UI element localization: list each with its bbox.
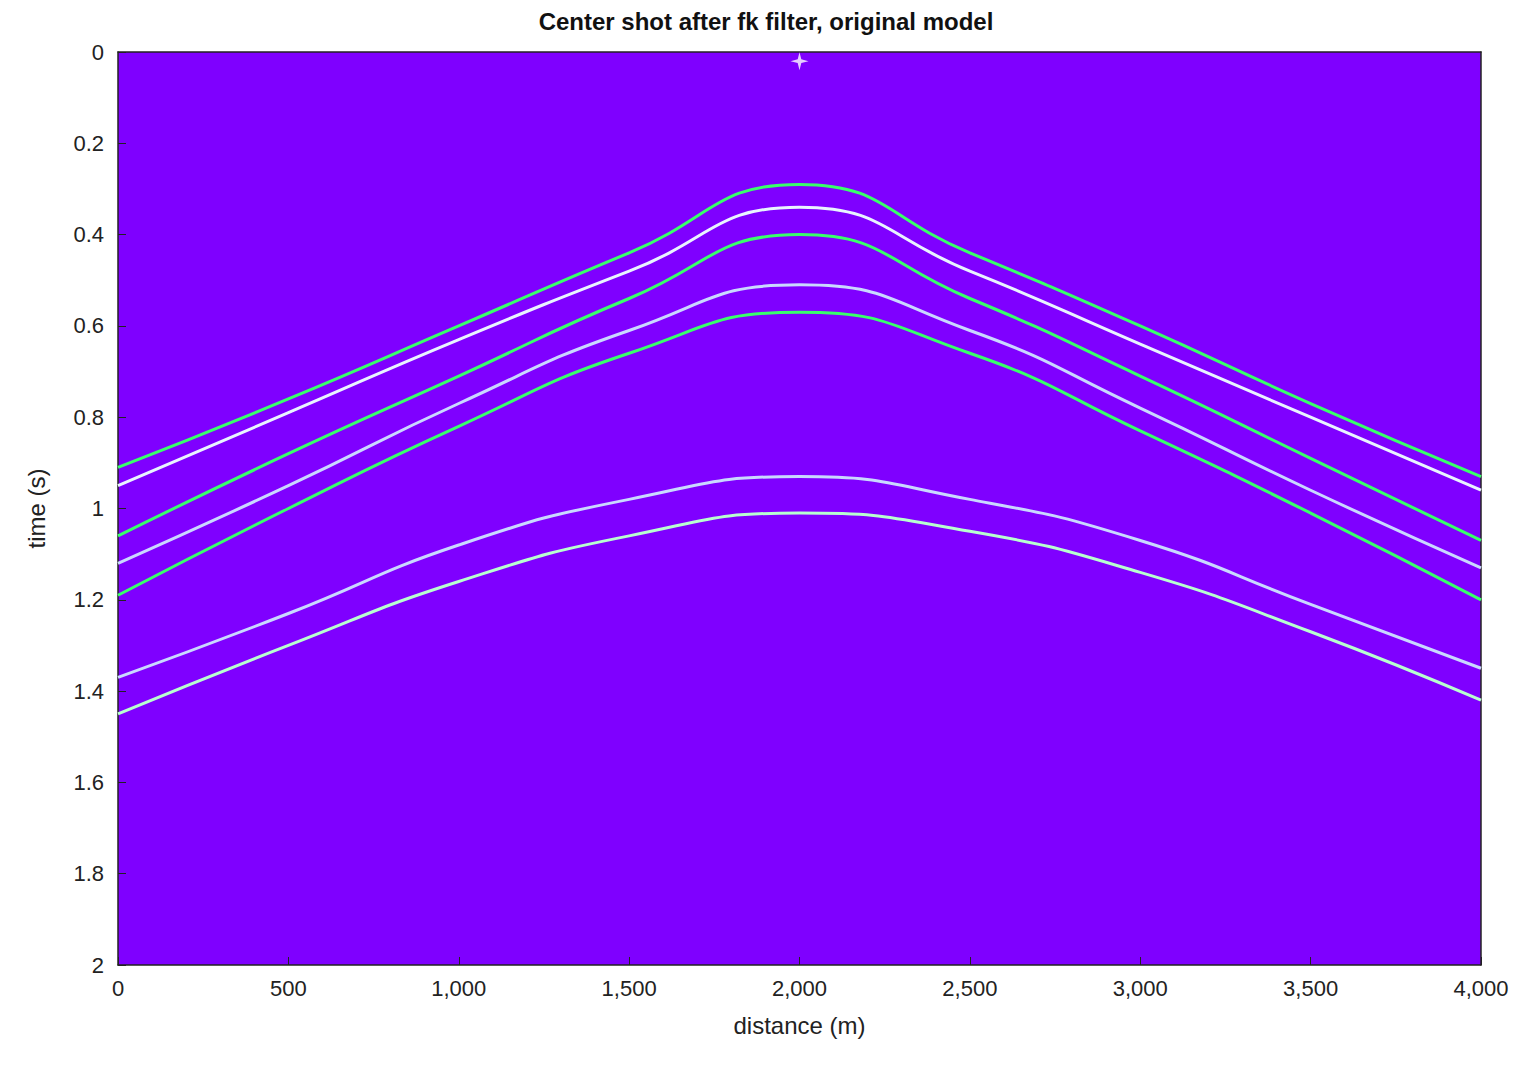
svg-text:1: 1 <box>92 496 104 521</box>
svg-text:500: 500 <box>270 976 307 1001</box>
svg-text:0.2: 0.2 <box>73 131 104 156</box>
svg-text:1.8: 1.8 <box>73 861 104 886</box>
svg-text:distance (m): distance (m) <box>733 1012 865 1039</box>
svg-text:0.8: 0.8 <box>73 405 104 430</box>
svg-text:4,000: 4,000 <box>1453 976 1508 1001</box>
svg-text:3,000: 3,000 <box>1113 976 1168 1001</box>
svg-text:3,500: 3,500 <box>1283 976 1338 1001</box>
svg-text:0: 0 <box>112 976 124 1001</box>
svg-text:2,500: 2,500 <box>942 976 997 1001</box>
svg-text:time (s): time (s) <box>23 469 50 549</box>
svg-text:Center shot after fk filter, o: Center shot after fk filter, original mo… <box>539 8 994 35</box>
svg-text:1,500: 1,500 <box>602 976 657 1001</box>
svg-text:0.4: 0.4 <box>73 222 104 247</box>
svg-text:1,000: 1,000 <box>431 976 486 1001</box>
svg-text:2: 2 <box>92 953 104 978</box>
svg-text:0: 0 <box>92 40 104 65</box>
svg-text:1.6: 1.6 <box>73 770 104 795</box>
svg-text:1.4: 1.4 <box>73 679 104 704</box>
svg-text:0.6: 0.6 <box>73 313 104 338</box>
svg-text:2,000: 2,000 <box>772 976 827 1001</box>
svg-text:1.2: 1.2 <box>73 587 104 612</box>
